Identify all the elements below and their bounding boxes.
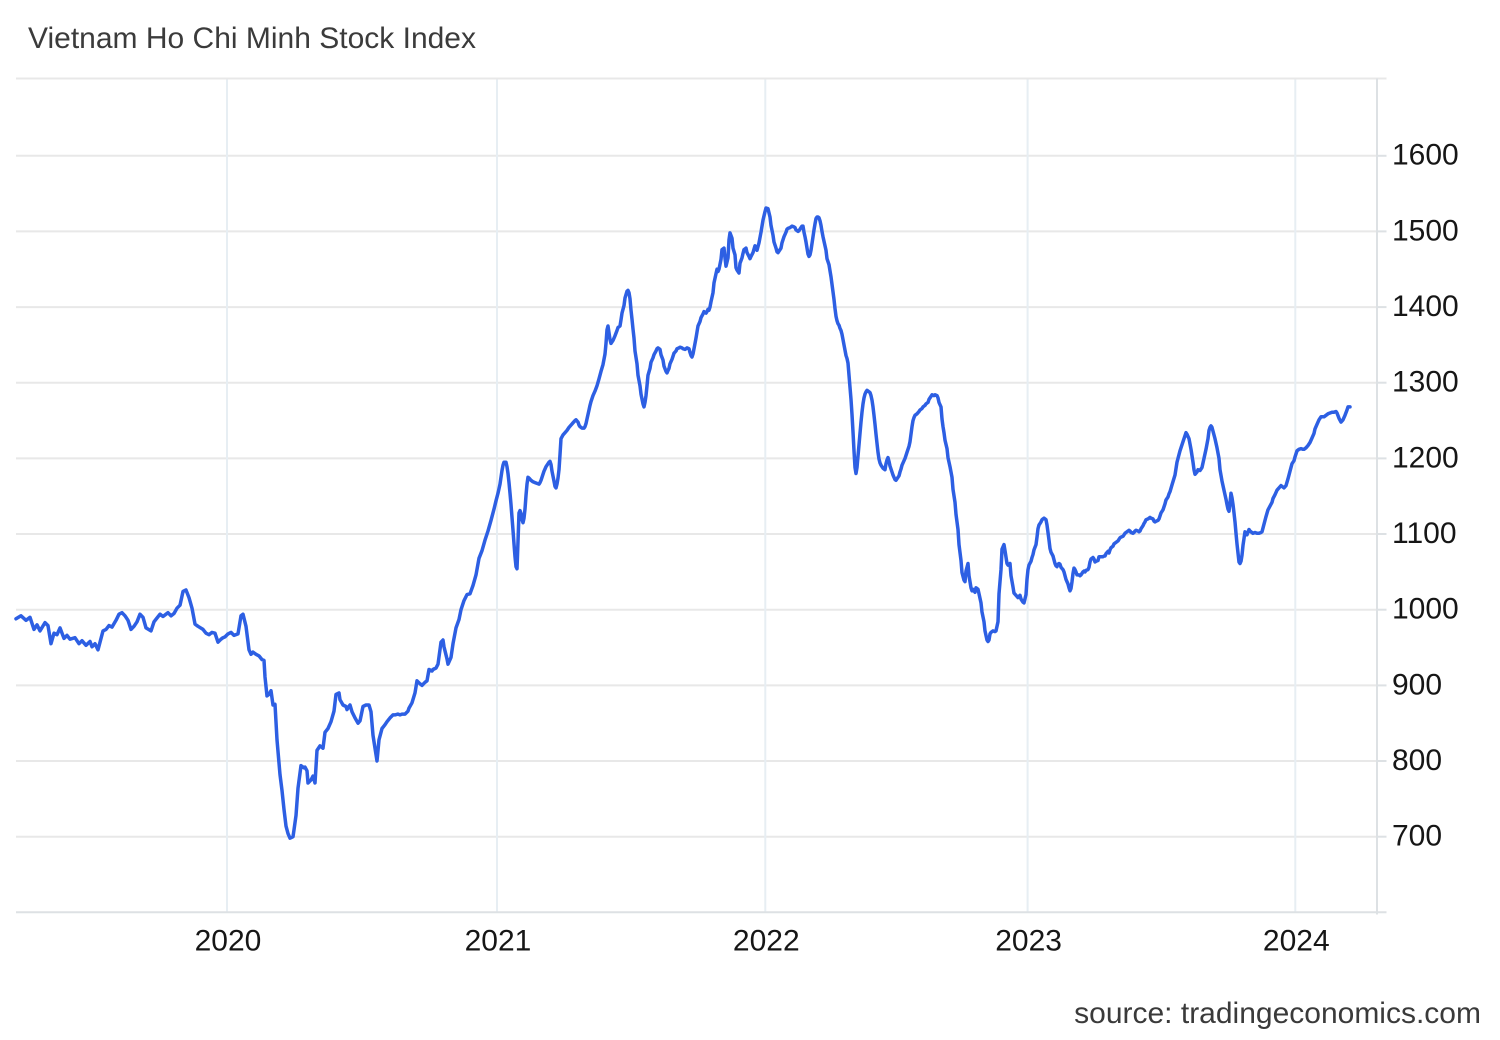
svg-text:1300: 1300 (1392, 366, 1459, 399)
svg-text:700: 700 (1392, 820, 1442, 853)
svg-text:900: 900 (1392, 668, 1442, 701)
svg-text:2021: 2021 (465, 925, 532, 958)
svg-text:1500: 1500 (1392, 214, 1459, 247)
svg-text:800: 800 (1392, 744, 1442, 777)
svg-text:1200: 1200 (1392, 441, 1459, 474)
svg-text:2024: 2024 (1263, 925, 1330, 958)
svg-text:1100: 1100 (1392, 517, 1457, 550)
svg-text:1400: 1400 (1392, 290, 1459, 323)
svg-text:2022: 2022 (733, 925, 800, 958)
svg-text:2020: 2020 (195, 925, 262, 958)
svg-text:1000: 1000 (1392, 593, 1459, 626)
svg-text:1600: 1600 (1392, 139, 1459, 172)
svg-text:2023: 2023 (995, 925, 1062, 958)
